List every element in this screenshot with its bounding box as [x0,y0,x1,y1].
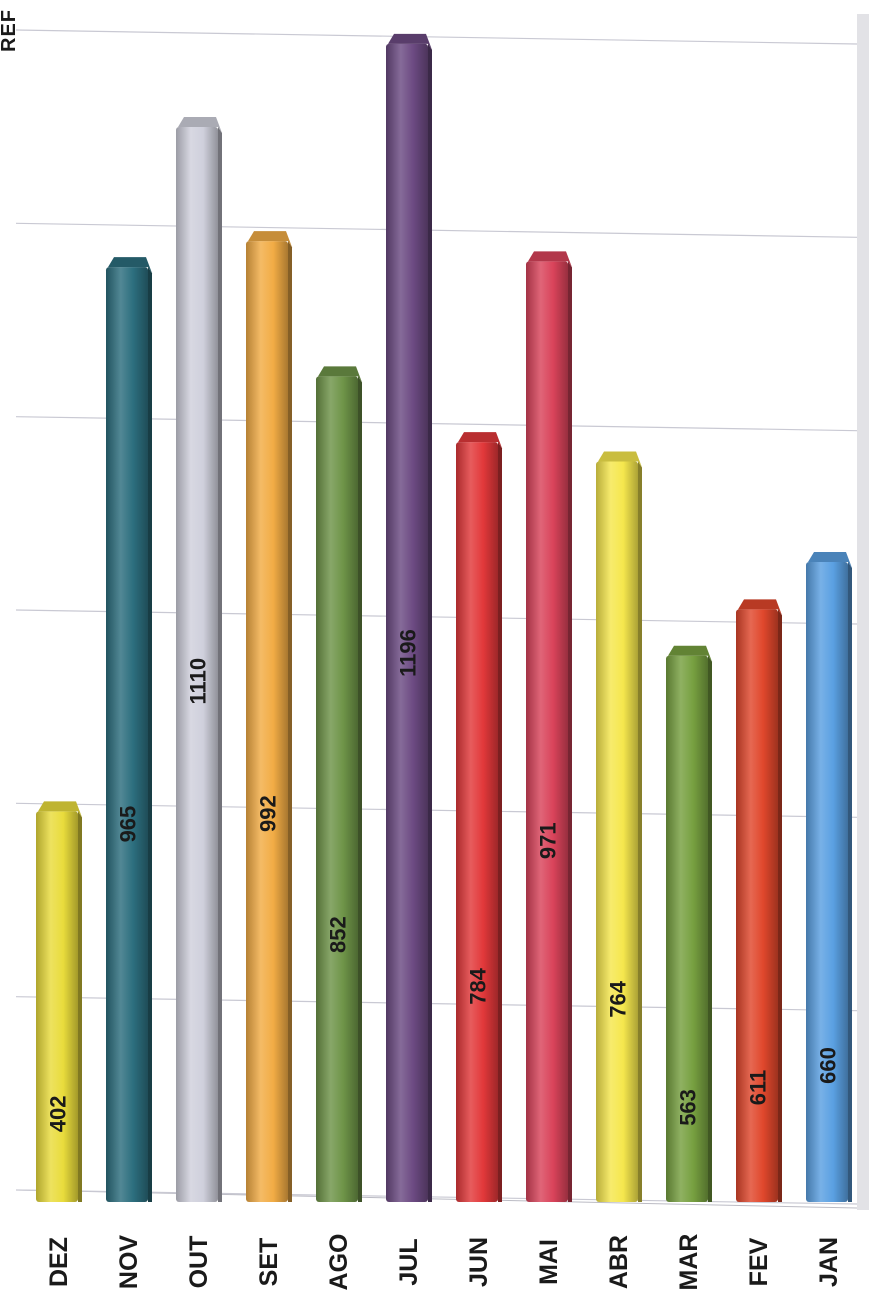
bar-face [316,376,358,1202]
bar-cap [808,552,852,568]
bar-layer [36,33,852,1203]
bar-cap [318,366,362,383]
data-label-dez: 402 [46,1096,71,1133]
bar-side [358,376,362,1202]
data-label-abr: 764 [606,980,631,1017]
bar-cap [38,801,82,818]
gridline [15,1189,858,1205]
bar-face [176,127,218,1202]
data-label-set: 992 [256,795,281,832]
category-label-fev: FEV [745,1237,773,1286]
chart-floor-line [17,1189,858,1209]
category-label-jul: JUL [395,1238,423,1285]
data-label-ago: 852 [326,916,351,953]
bar-dez [36,801,82,1202]
bar-mar [666,645,712,1202]
grid-layer [15,14,869,1210]
data-label-jun: 784 [466,967,491,1004]
category-label-out: OUT [185,1236,213,1289]
bar-cap [738,599,782,616]
gridline [15,222,858,238]
bar-side [708,655,712,1202]
bar-side [288,241,292,1203]
chart-side-wall [857,14,869,1210]
category-label-abr: ABR [605,1235,633,1289]
data-label-fev: 611 [746,1070,771,1106]
bar-side [848,562,852,1202]
bar-jul [386,33,432,1202]
bar-side [428,43,432,1202]
bar-face [526,261,568,1202]
bar-cap [108,257,152,274]
data-label-jan: 660 [816,1047,841,1084]
bar-fev [736,599,782,1202]
category-label-jan: JAN [815,1237,843,1287]
category-labels: DEZ NOV OUT SET AGO JUL JUN MAI ABR MAR FEV JAN [45,1234,843,1291]
bar-cap [388,33,432,50]
bar-face [456,442,498,1203]
gridline [15,996,858,1012]
bar-side [498,442,502,1203]
data-label-nov: 965 [116,806,141,843]
bar-cap [668,645,712,662]
bar-side [218,127,222,1202]
category-label-mai: MAI [535,1239,563,1285]
bar-cap [178,117,222,133]
bar-face [36,811,78,1202]
data-label-mai: 971 [536,822,561,859]
bar-cap [598,451,642,468]
category-label-mar: MAR [675,1234,703,1291]
bar-jun [456,432,502,1203]
data-label-out: 1110 [186,658,211,705]
bar-cap [528,251,572,268]
bar-face [666,655,708,1202]
bar-side [78,811,82,1202]
bar-side [568,261,572,1202]
bar-ago [316,366,362,1202]
category-label-dez: DEZ [45,1237,73,1287]
label-layer: 402 965 1110 992 852 1196 784 971 764 563 611 660 [46,629,841,1132]
bar-face [596,461,638,1202]
bar-face [246,241,288,1203]
bar-mai [526,251,572,1202]
bar-nov [106,257,152,1203]
bar-face [806,562,848,1202]
gridline [15,416,858,432]
category-label-jun: JUN [465,1237,493,1287]
bar-face [736,609,778,1202]
bar-side [638,461,642,1202]
category-label-nov: NOV [115,1235,143,1290]
bar-cap [248,231,292,248]
bar-side [148,267,152,1203]
gridline [15,609,858,625]
data-label-jul: 1196 [396,629,421,677]
bar-face [106,267,148,1203]
data-label-mar: 563 [676,1089,701,1126]
gridline [15,29,858,45]
bar-cap [458,432,502,449]
category-label-set: SET [255,1238,283,1287]
bar-out [176,117,222,1202]
category-label-ago: AGO [325,1234,353,1291]
bar-face [386,43,428,1202]
gridline [15,802,858,818]
bar-jan [806,552,852,1202]
bar-set [246,231,292,1203]
bar-side [778,609,782,1202]
bar-abr [596,451,642,1202]
